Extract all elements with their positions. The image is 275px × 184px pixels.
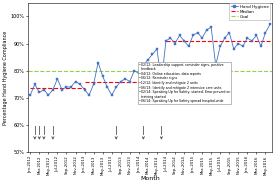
X-axis label: Month: Month (140, 176, 160, 181)
Legend: Hand Hygiene, Median, Goal: Hand Hygiene, Median, Goal (229, 3, 270, 20)
Text: •02/12: Leadership support, reminder signs, positive
  feedback
•04/12: Online e: •02/12: Leadership support, reminder sig… (139, 63, 230, 103)
Y-axis label: Percentage Hand Hygiene Compliance: Percentage Hand Hygiene Compliance (3, 30, 8, 125)
